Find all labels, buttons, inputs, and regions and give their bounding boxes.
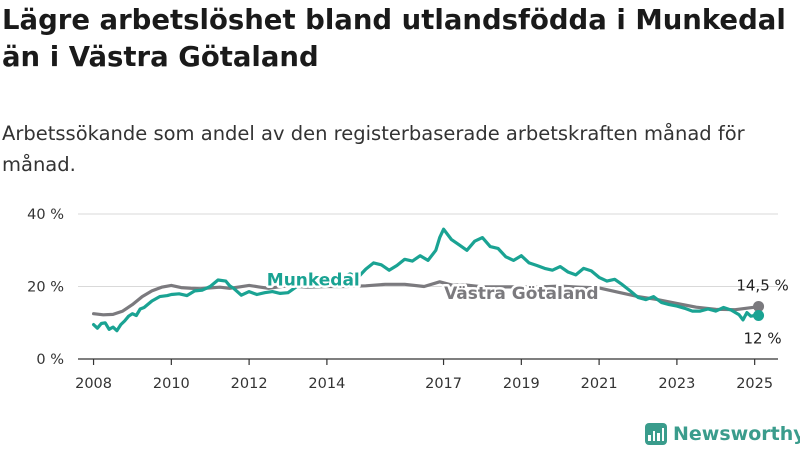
series-label-vastra-gotaland: Västra Götaland [444,284,599,304]
x-tick-label: 2021 [581,376,618,392]
x-tick-label: 2019 [503,376,540,392]
brand-name: Newsworthy [673,423,800,445]
x-tick-label: 2017 [425,376,462,392]
x-tick-label: 2012 [231,376,268,392]
x-tick-label: 2025 [736,376,773,392]
series-label-munkedal: Munkedal [267,270,360,290]
x-tick-label: 2014 [308,376,345,392]
x-tick-label: 2008 [75,376,112,392]
chart-title: Lägre arbetslöshet bland utlandsfödda i … [2,4,786,73]
x-tick-label: 2023 [658,376,695,392]
y-axis-labels: 0 % 20 % 40 % [27,207,64,368]
newsworthy-brand: Newsworthy [645,419,800,449]
end-value-label-munkedal: 12 % [744,330,782,348]
y-tick-label: 0 % [36,352,64,368]
series-line-munkedal [92,227,761,333]
x-tick-label: 2010 [153,376,190,392]
x-axis: 2008 2010 2012 2014 2017 2019 2021 2023 2025 [75,359,773,392]
end-point-munkedal [753,310,765,321]
end-value-label-vastra-gotaland: 14,5 % [736,276,788,294]
series-lines [92,227,765,333]
series-labels: 14,5 % 12 % Munkedal Västra Götaland [264,268,788,348]
series-line-vastra-gotaland [92,280,761,317]
y-tick-label: 20 % [27,280,64,296]
newsworthy-logo-icon [645,423,667,445]
y-tick-label: 40 % [27,207,64,223]
chart-subtitle: Arbetssökande som andel av den registerb… [2,122,745,176]
end-point-vastra-gotaland [753,300,765,312]
